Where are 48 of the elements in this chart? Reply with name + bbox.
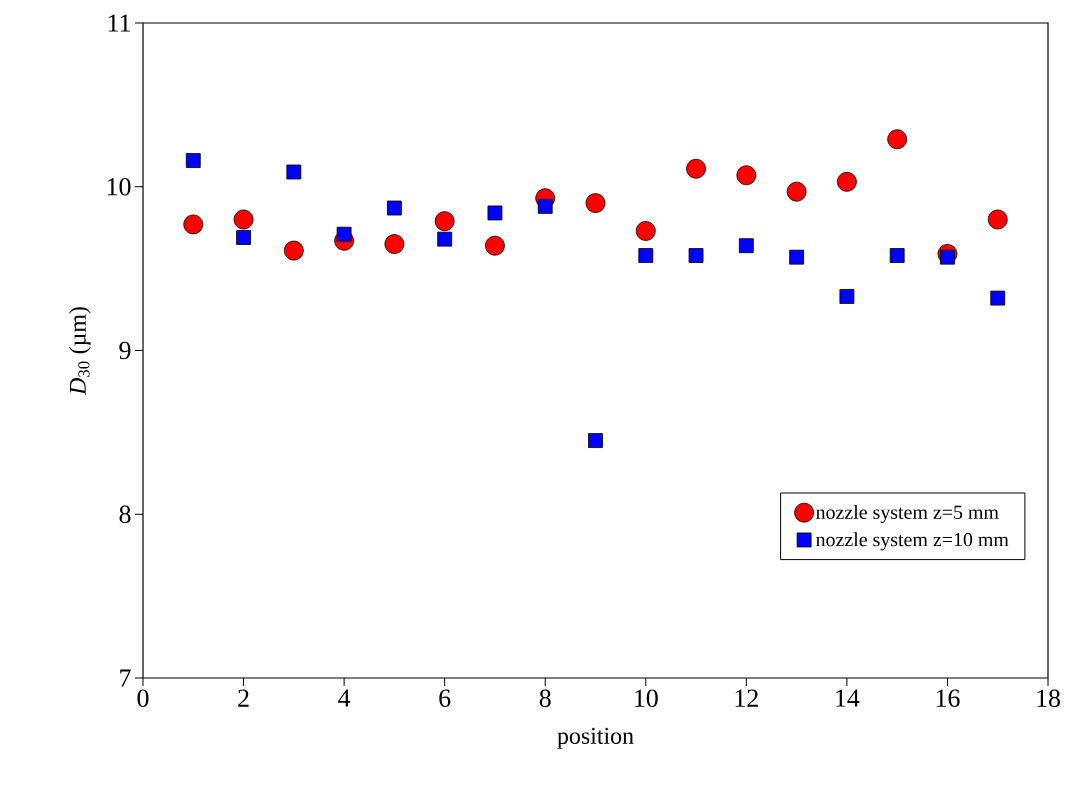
point <box>386 200 402 216</box>
point <box>185 153 201 168</box>
point <box>786 181 807 202</box>
y-tick-label: 9 <box>119 341 131 360</box>
point <box>987 209 1008 230</box>
point <box>638 248 654 263</box>
point <box>738 238 754 254</box>
point <box>736 165 757 186</box>
point <box>485 235 505 256</box>
x-axis-title: position <box>557 727 634 749</box>
point <box>233 209 254 230</box>
point <box>384 234 405 254</box>
point <box>635 221 656 241</box>
point <box>839 289 855 304</box>
x-tick-label: 16 <box>936 689 960 707</box>
x-tick-label: 2 <box>238 689 249 707</box>
x-tick-label: 8 <box>539 689 551 707</box>
y-axis-title: D$_{30}$ (µm) <box>69 307 91 396</box>
x-tick-label: 4 <box>338 689 351 707</box>
point <box>585 193 606 214</box>
point <box>286 164 302 180</box>
point <box>588 433 603 448</box>
legend-label: nozzle system z=10 mm <box>816 532 1009 551</box>
x-tick-label: 14 <box>836 689 860 707</box>
point <box>887 129 908 150</box>
x-tick-label: 0 <box>137 689 149 707</box>
point <box>537 199 553 214</box>
point <box>437 231 453 247</box>
x-tick-label: 10 <box>635 689 658 707</box>
legend-label: nozzle system z=5 mm <box>816 504 999 524</box>
point <box>837 171 857 192</box>
x-tick-label: 6 <box>439 689 451 707</box>
y-tick-label: 7 <box>120 669 131 687</box>
y-tick-label: 11 <box>108 14 130 32</box>
point <box>283 240 304 261</box>
point <box>236 230 251 245</box>
x-tick-label: 12 <box>735 689 758 707</box>
point <box>990 290 1006 306</box>
point <box>487 205 503 221</box>
point <box>789 249 805 265</box>
point <box>889 248 905 263</box>
point <box>688 248 704 263</box>
y-tick-label: 8 <box>119 505 131 523</box>
point <box>434 211 455 232</box>
point <box>183 214 204 235</box>
y-tick-label: 10 <box>107 178 131 196</box>
x-tick-label: 18 <box>1037 689 1060 707</box>
point <box>686 158 706 179</box>
